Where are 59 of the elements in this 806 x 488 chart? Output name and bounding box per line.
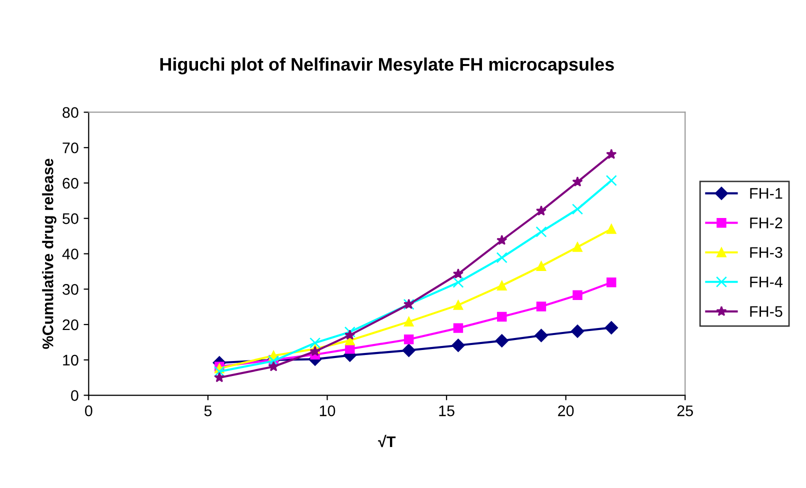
x-tick-label: 25 (677, 405, 693, 416)
y-tick-label: 0 (71, 390, 78, 401)
y-tick-label: 10 (63, 354, 78, 366)
point (310, 337, 321, 348)
point (606, 148, 617, 159)
point (214, 372, 225, 382)
point (402, 344, 416, 357)
point (536, 261, 546, 272)
legend-label: FH-3 (750, 247, 782, 258)
point (572, 242, 582, 252)
y-tick-label: 30 (62, 284, 78, 295)
legend-label: FH-5 (750, 306, 782, 317)
point (404, 334, 414, 344)
point (496, 234, 508, 245)
point (604, 321, 618, 334)
point (268, 361, 279, 372)
y-tick-label: 50 (62, 213, 78, 224)
x-tick-label: 5 (204, 406, 212, 416)
legend-label: FH-4 (750, 276, 782, 288)
point (534, 328, 548, 342)
point (495, 334, 508, 348)
point (606, 224, 616, 234)
point (214, 366, 225, 378)
y-tick-label: 20 (62, 319, 78, 330)
x-tick-label: 10 (320, 405, 336, 416)
legend-label: FH-2 (750, 218, 782, 228)
point (496, 252, 508, 264)
x-axis-title: √T (378, 434, 396, 448)
y-tick-label: 80 (62, 107, 78, 118)
point (344, 326, 356, 338)
y-tick-label: 40 (62, 248, 78, 260)
point (404, 316, 414, 327)
point (310, 346, 320, 356)
point (453, 323, 464, 333)
point (536, 226, 547, 238)
point (536, 302, 546, 312)
point (497, 312, 507, 322)
point (345, 344, 355, 354)
point (453, 300, 464, 310)
point (452, 338, 465, 352)
x-tick-label: 20 (558, 405, 574, 416)
point (536, 205, 547, 216)
point (452, 276, 464, 288)
y-axis-title: %Cumulative drug release (42, 158, 56, 349)
y-tick-label: 70 (62, 142, 78, 154)
x-tick-label: 15 (439, 406, 454, 416)
x-tick-label: 0 (85, 405, 92, 416)
y-tick-label: 60 (62, 178, 78, 189)
point (344, 330, 356, 340)
point (606, 278, 616, 288)
point (572, 204, 584, 215)
point (452, 268, 464, 279)
point (572, 290, 582, 300)
point (606, 174, 617, 186)
chart-title: Higuchi plot of Nelfinavir Mesylate FH microcapsules (160, 57, 614, 74)
legend-label: FH-1 (750, 188, 782, 199)
point (572, 176, 583, 187)
point (570, 324, 584, 338)
point (497, 280, 507, 290)
